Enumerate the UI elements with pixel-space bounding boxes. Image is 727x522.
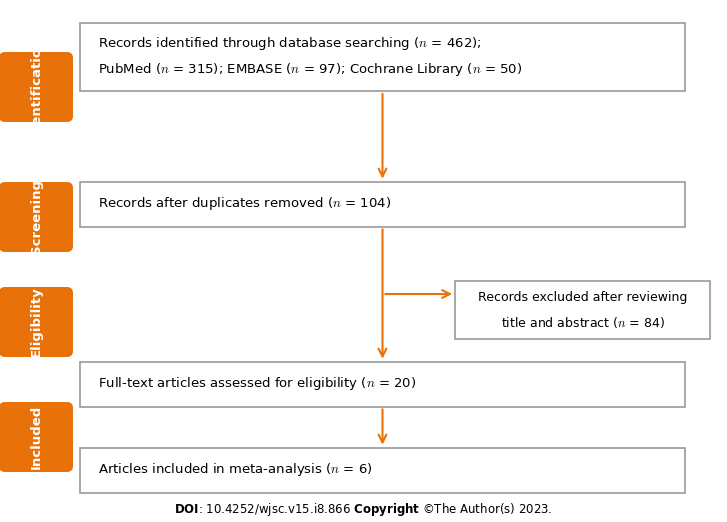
Text: Records identified through database searching ($n$ = 462);: Records identified through database sear… [98, 35, 481, 53]
Bar [80, 362, 685, 407]
Text: Screening: Screening [30, 180, 42, 255]
Text: title and abstract ($n$ = 84): title and abstract ($n$ = 84) [500, 315, 664, 330]
Bar [80, 23, 685, 91]
Bar [455, 281, 710, 339]
FancyBboxPatch shape [0, 402, 73, 472]
FancyBboxPatch shape [0, 287, 73, 357]
Text: PubMed ($n$ = 315); EMBASE ($n$ = 97); Cochrane Library ($n$ = 50): PubMed ($n$ = 315); EMBASE ($n$ = 97); C… [98, 62, 523, 78]
Text: Articles included in meta-analysis ($n$ = 6): Articles included in meta-analysis ($n$ … [98, 461, 373, 479]
Bar [80, 182, 685, 227]
FancyBboxPatch shape [0, 182, 73, 252]
Text: Identification: Identification [30, 37, 42, 137]
Bar [80, 447, 685, 492]
Text: Included: Included [30, 405, 42, 469]
Text: $\bf{DOI}$: 10.4252/wjsc.v15.i8.866 $\bf{Copyright}$ ©The Author(s) 2023.: $\bf{DOI}$: 10.4252/wjsc.v15.i8.866 $\bf… [174, 501, 553, 517]
Text: Full-text articles assessed for eligibility ($n$ = 20): Full-text articles assessed for eligibil… [98, 375, 417, 393]
Text: Records excluded after reviewing: Records excluded after reviewing [478, 291, 687, 303]
Text: Eligibility: Eligibility [30, 287, 42, 358]
Text: Records after duplicates removed ($n$ = 104): Records after duplicates removed ($n$ = … [98, 196, 391, 212]
FancyBboxPatch shape [0, 52, 73, 122]
